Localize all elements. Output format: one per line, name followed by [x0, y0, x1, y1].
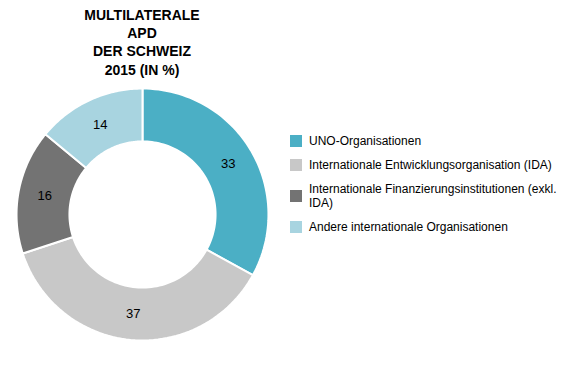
svg-text:37: 37 [126, 305, 140, 320]
html-text:Internationale Finanzierungsin: Internationale Finanzierungsinstitutione… [309, 182, 557, 210]
html-text:Internationale Entwicklungsorg: Internationale Entwicklungsorganisation … [309, 158, 552, 172]
svg-text:14: 14 [93, 116, 107, 131]
html-text:UNO-Organisationen: UNO-Organisationen [309, 134, 422, 148]
svg-text:16: 16 [38, 188, 52, 203]
html-text:MULTILATERALE APD DER SCHWEIZ: MULTILATERALE APD DER SCHWEIZ 2015 (IN %… [84, 7, 200, 78]
html-text:Andere internationale Organisa: Andere internationale Organisationen [309, 220, 508, 234]
svg-text:33: 33 [221, 156, 235, 171]
